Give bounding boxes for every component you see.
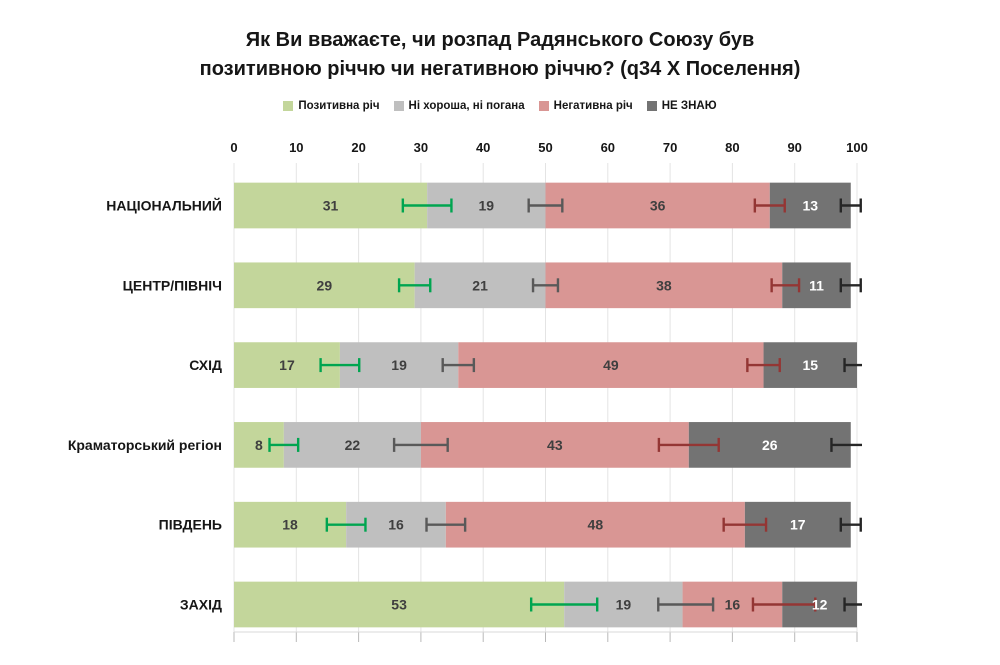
legend-label: Ні хороша, ні погана [408,100,525,112]
category-label: СХІД [189,357,222,373]
axis-tick-label: 60 [601,140,615,155]
bar-value-label: 12 [812,597,828,613]
axis-tick-label: 80 [725,140,739,155]
chart-title-line1: Як Ви вважаєте, чи розпад Радянського Со… [245,29,755,51]
bar-value-label: 43 [547,437,563,453]
legend-item: Ні хороша, ні погана [393,100,525,112]
bar-segment [234,262,415,309]
legend-label: Негативна річ [553,100,633,112]
legend-swatch [283,101,294,111]
bar-value-label: 19 [479,198,495,214]
legend-label: Позитивна річ [298,100,380,112]
bar-value-label: 19 [391,357,407,373]
bar-value-label: 17 [790,517,806,533]
bar-value-label: 26 [762,437,778,453]
bar-value-label: 17 [279,357,295,373]
axis-tick-label: 30 [414,140,428,155]
axis-tick-label: 10 [289,140,303,155]
axis-tick-label: 100 [846,140,868,155]
bar-value-label: 8 [255,437,263,453]
category-label: ЦЕНТР/ПІВНІЧ [123,277,222,293]
bar-value-label: 53 [391,597,407,613]
category-label: Краматорський регіон [68,437,222,453]
legend-item: Позитивна річ [283,100,380,112]
axis-tick-label: 0 [230,140,237,155]
bar-value-label: 18 [282,517,298,533]
bar-value-label: 31 [323,198,339,214]
chart-title-line2: позитивною річчю чи негативною річчю? (q… [199,58,801,80]
chart-legend: Позитивна річ Ні хороша, ні погана Негат… [0,100,1000,112]
bar-segment [414,262,546,309]
category-label: ПІВДЕНЬ [159,517,222,533]
bar-segment [545,262,783,309]
bar-value-label: 19 [616,597,632,613]
bar-segment [234,581,565,628]
category-label: ЗАХІД [180,597,222,613]
bar-value-label: 13 [802,198,818,214]
legend-item: Негативна річ [538,100,633,112]
bar-value-label: 15 [802,357,818,373]
bar-value-label: 29 [317,277,333,293]
category-label: НАЦІОНАЛЬНИЙ [106,197,222,214]
axis-tick-label: 40 [476,140,490,155]
axis-tick-label: 50 [538,140,552,155]
axis-tick-label: 20 [351,140,365,155]
bar-segment [445,501,745,548]
legend-label: НЕ ЗНАЮ [661,100,717,112]
legend-swatch [538,101,549,111]
bar-value-label: 36 [650,198,666,214]
bar-segment [420,422,689,468]
axis-tick-label: 90 [787,140,801,155]
bar-segment [458,342,764,388]
legend-item: НЕ ЗНАЮ [646,100,717,112]
legend-swatch [646,101,657,111]
bar-value-label: 11 [809,277,824,293]
chart-title: Як Ви вважаєте, чи розпад Радянського Со… [0,26,1000,84]
legend-swatch [393,101,404,111]
axis-tick-label: 70 [663,140,677,155]
bar-value-label: 22 [345,437,361,453]
bar-value-label: 48 [588,517,604,533]
bar-value-label: 38 [656,277,672,293]
bar-segment [545,182,770,229]
bar-value-label: 21 [472,277,488,293]
bar-segment [234,182,428,229]
bar-value-label: 49 [603,357,619,373]
bar-value-label: 16 [388,517,404,533]
bar-value-label: 16 [725,597,741,613]
